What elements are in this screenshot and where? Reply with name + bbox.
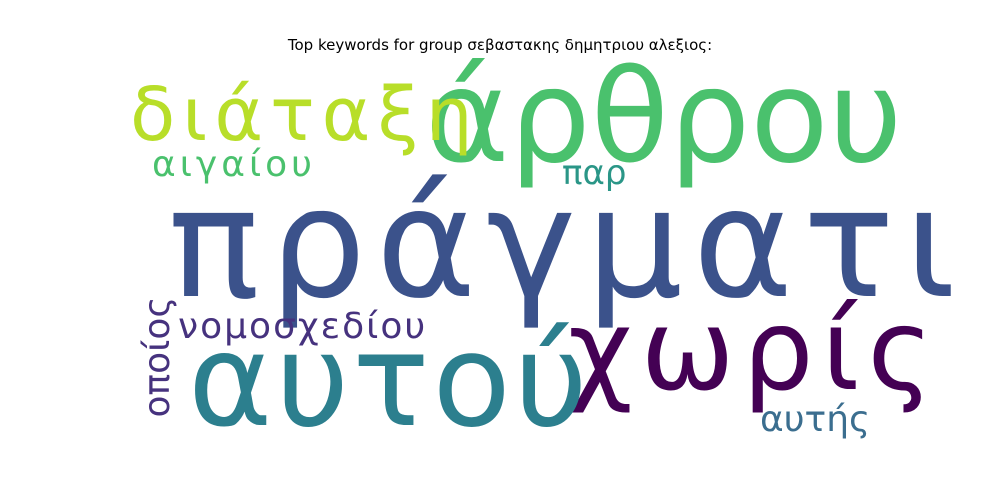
chart-title: Top keywords for group σεβαστακης δημητρ… (287, 36, 713, 54)
word-autou: αυτού (188, 307, 591, 456)
word-autis: αυτής (760, 399, 871, 440)
word-pragmati: πράγματι (168, 155, 966, 332)
word-diataxi: διάταξη (130, 72, 480, 158)
word-arthrou: άρθρου (425, 43, 903, 192)
word-opoios: οποίος (137, 296, 178, 418)
word-par: παρ (562, 153, 627, 193)
word-nomosxediou: νομοσχεδίου (178, 306, 428, 347)
word-xwris: χωρίς (568, 286, 942, 416)
word-aigaiou: αιγαίου (152, 144, 316, 185)
